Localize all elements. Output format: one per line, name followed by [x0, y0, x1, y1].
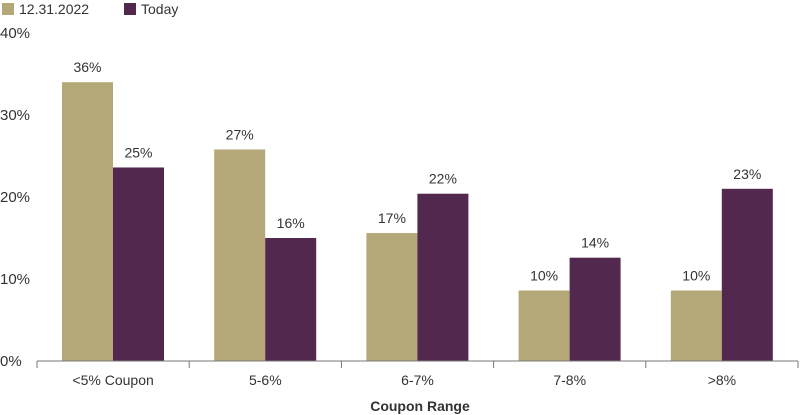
- bar-0-3: [518, 290, 570, 361]
- data-label: 25%: [124, 144, 152, 160]
- bar-0-0: [62, 82, 113, 361]
- legend-label-0: 12.31.2022: [19, 1, 89, 17]
- x-tick-label: >8%: [708, 372, 736, 388]
- bar-1-4: [721, 188, 773, 361]
- data-label: 36%: [73, 59, 101, 75]
- y-tick-label: 10%: [0, 271, 30, 288]
- x-axis: <5% Coupon 5-6% 6-7% 7-8% >8%: [36, 360, 799, 388]
- bars: 36% 25% 27% 16% 17% 22% 10% 14% 10% 23%: [62, 59, 773, 361]
- data-label: 10%: [682, 267, 710, 283]
- bar-1-0: [113, 167, 164, 361]
- bar-0-1: [214, 149, 266, 361]
- x-tick-label: 6-7%: [401, 372, 434, 388]
- data-label: 17%: [378, 210, 406, 226]
- data-label: 16%: [277, 215, 305, 231]
- bar-0-2: [366, 233, 418, 361]
- data-label: 27%: [226, 126, 254, 142]
- y-tick-label: 40%: [0, 25, 30, 42]
- x-tick-label: 5-6%: [249, 372, 282, 388]
- y-tick-label: 20%: [0, 189, 30, 206]
- y-axis: 0% 10% 20% 30% 40%: [0, 25, 30, 370]
- data-label: 10%: [530, 267, 558, 283]
- y-tick-label: 0%: [0, 353, 22, 370]
- legend-label-1: Today: [141, 1, 178, 17]
- bar-1-3: [569, 257, 621, 361]
- x-axis-title: Coupon Range: [370, 398, 470, 414]
- bar-1-1: [265, 238, 317, 361]
- bar-1-2: [417, 193, 469, 361]
- data-label: 14%: [581, 235, 609, 251]
- legend-swatch-1: [124, 3, 136, 15]
- x-tick-label: 7-8%: [553, 372, 586, 388]
- x-tick-label: <5% Coupon: [72, 372, 153, 388]
- legend-swatch-0: [2, 3, 14, 15]
- legend: 12.31.2022 Today: [2, 1, 178, 17]
- data-label: 23%: [733, 166, 761, 182]
- y-tick-label: 30%: [0, 107, 30, 124]
- bar-0-4: [670, 290, 722, 361]
- data-label: 22%: [429, 171, 457, 187]
